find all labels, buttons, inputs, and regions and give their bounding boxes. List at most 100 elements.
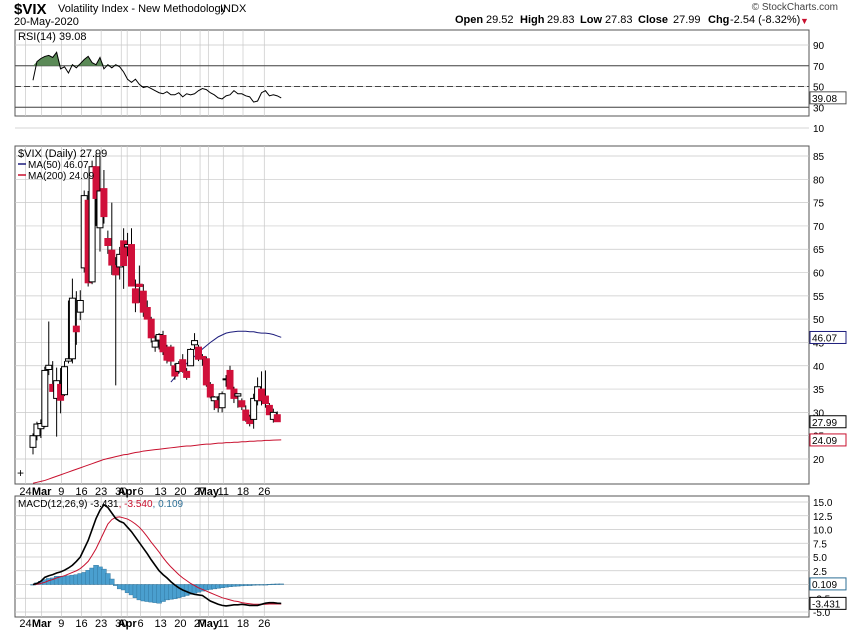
candle-body [183, 370, 191, 378]
x-axis-tick-label: 16 [75, 618, 87, 630]
price-panel-frame [14, 145, 810, 485]
candle-body [128, 244, 135, 287]
candle-body [198, 355, 206, 360]
x-axis-tick-label: 27 [194, 618, 206, 630]
macd-last-value-label: -3.431 [812, 599, 841, 610]
candle-body [159, 334, 167, 353]
x-axis-tick-label: 30 [115, 486, 127, 498]
instrument-name: Volatility Index - New Methodology [58, 3, 227, 15]
price-candle [183, 368, 191, 380]
price-candle [143, 300, 151, 320]
candle-body [179, 359, 187, 372]
price-last-value-label: 27.99 [812, 418, 837, 429]
rsi-label: RSI(14) 39.08 [18, 31, 86, 43]
rsi-last-value-label: 39.08 [812, 94, 837, 105]
open-value: 29.52 [486, 14, 514, 26]
rsi-overbought-fill [33, 52, 282, 66]
ma200-last-value-label-box [809, 433, 847, 447]
price-y-tick-label: 75 [813, 199, 825, 210]
macd-histogram-bar [278, 583, 284, 585]
price-candle [167, 344, 175, 366]
candle-body [187, 348, 195, 367]
price-candle [218, 391, 226, 413]
candle-body [76, 300, 84, 313]
price-candle [88, 160, 96, 285]
price-candle [261, 370, 269, 408]
candle-body [218, 393, 226, 409]
price-candle [246, 414, 254, 427]
ma200-line [32, 439, 282, 484]
x-axis-tick-label: 18 [237, 486, 249, 498]
macd-signal-line [32, 516, 282, 605]
candle-body [261, 395, 269, 405]
crosshair-icon: + [17, 466, 24, 480]
candle-body [61, 366, 69, 396]
change-label: Chg [708, 14, 730, 26]
candle-body [112, 265, 120, 276]
macd-label: MACD(12,26,9) -3.431, -3.540, 0.109 [18, 499, 184, 510]
price-y-tick-label: 40 [813, 362, 825, 373]
rsi-y-tick-label: 90 [813, 41, 825, 52]
macd-last-value-label-box [809, 596, 847, 610]
price-candle [64, 300, 72, 364]
price-candle [265, 403, 273, 416]
candle-body [265, 404, 273, 416]
x-axis-tick-label: Apr [118, 486, 138, 498]
macd-y-tick-label: 10.0 [813, 526, 833, 537]
x-axis-tick-label: 20 [174, 618, 186, 630]
candle-body [191, 340, 199, 346]
price-last-value-label-box [809, 415, 847, 429]
x-axis-tick-label: Mar [32, 618, 52, 630]
ma200-last-value-label: 24.09 [812, 436, 837, 447]
candle-body [120, 240, 128, 267]
x-axis-tick-label: 6 [137, 618, 143, 630]
candle-body [64, 358, 72, 362]
price-candle [108, 202, 116, 275]
price-candle [273, 411, 281, 423]
price-candle [250, 393, 258, 429]
x-axis-tick-label: 30 [115, 618, 127, 630]
candle-body [92, 166, 100, 199]
price-candle [159, 330, 167, 356]
x-axis-tick-label: 24 [19, 618, 31, 630]
x-axis-tick-label: 26 [258, 486, 270, 498]
candle-body [88, 166, 96, 283]
candle-body [273, 414, 281, 423]
candle-body [45, 364, 53, 370]
x-axis-tick-label: May [198, 618, 220, 630]
price-candle [72, 291, 80, 345]
change-value: -2.54 (-8.32%) [730, 14, 801, 26]
rsi-y-tick-label: 70 [813, 62, 825, 73]
x-axis-tick-label: Apr [118, 618, 138, 630]
macd-hist-last-value-label-box [809, 577, 847, 591]
price-y-tick-label: 20 [813, 455, 825, 466]
price-candle [29, 433, 37, 455]
low-value: 27.83 [605, 14, 633, 26]
ma50-legend-label: MA(50) 46.07 [28, 160, 89, 171]
price-candle [92, 153, 100, 226]
candle-body [238, 400, 246, 408]
price-y-tick-label: 50 [813, 315, 825, 326]
candle-body [194, 346, 202, 360]
price-candle [202, 356, 210, 387]
price-candle [68, 278, 76, 364]
low-label: Low [580, 14, 602, 26]
price-candle [120, 228, 128, 289]
price-candle [33, 421, 41, 441]
price-candle [41, 366, 49, 428]
candle-body [29, 435, 37, 448]
candle-body [108, 249, 116, 266]
macd-y-tick-label: 7.5 [813, 539, 827, 550]
price-y-tick-label: 55 [813, 292, 825, 303]
price-candle [242, 405, 250, 422]
x-axis-tick-label: 24 [19, 486, 31, 498]
x-axis-tick-label: 18 [237, 618, 249, 630]
candle-body [242, 409, 250, 421]
candle-body [206, 383, 214, 398]
x-axis-tick-label: 9 [58, 486, 64, 498]
macd-y-tick-label: 2.5 [813, 567, 827, 578]
candle-body [226, 369, 234, 390]
candle-body [41, 369, 49, 427]
price-y-tick-label: 30 [813, 408, 825, 419]
